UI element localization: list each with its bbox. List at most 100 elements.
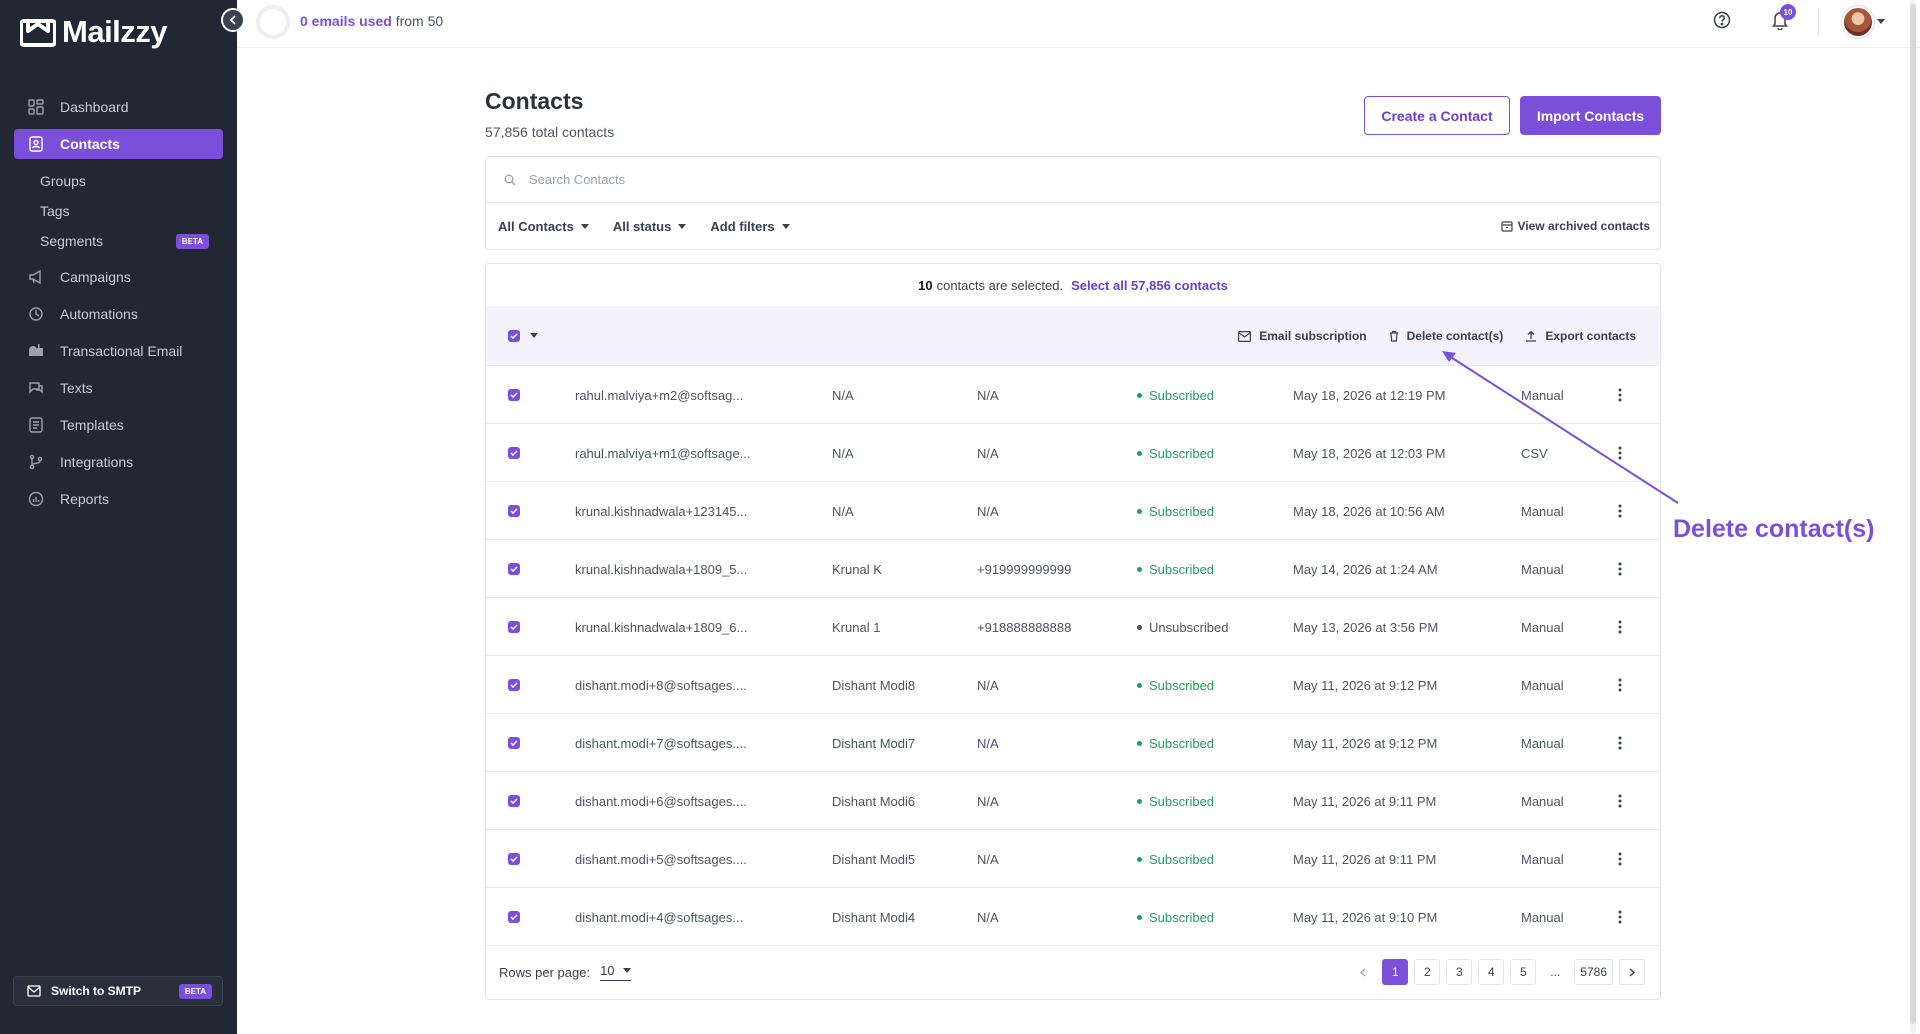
row-checkbox[interactable] <box>508 656 520 714</box>
row-checkbox[interactable] <box>508 482 520 540</box>
table-row[interactable]: dishant.modi+5@softsages.... Dishant Mod… <box>486 830 1660 888</box>
status-label: Subscribed <box>1149 851 1215 867</box>
more-options-icon[interactable] <box>1618 598 1622 656</box>
switch-to-smtp-button[interactable]: Switch to SMTP BETA <box>13 976 223 1006</box>
status-dot <box>1137 450 1142 456</box>
export-contacts-button[interactable]: Export contacts <box>1525 329 1636 343</box>
beta-badge: BETA <box>175 233 209 249</box>
table-row[interactable]: dishant.modi+8@softsages.... Dishant Mod… <box>486 656 1660 714</box>
caret-down-icon[interactable] <box>1877 19 1885 24</box>
scrollbar-thumb[interactable] <box>1910 4 1916 1024</box>
row-checkbox[interactable] <box>508 714 520 772</box>
create-contact-button[interactable]: Create a Contact <box>1364 96 1510 135</box>
contact-source: Manual <box>1521 677 1564 693</box>
search-input[interactable] <box>529 172 929 187</box>
contact-source: Manual <box>1521 387 1564 403</box>
delete-contacts-button[interactable]: Delete contact(s) <box>1389 329 1504 343</box>
table-row[interactable]: dishant.modi+4@softsages... Dishant Modi… <box>486 888 1660 946</box>
avatar[interactable] <box>1842 6 1874 38</box>
page-button[interactable]: 3 <box>1446 959 1473 985</box>
row-checkbox[interactable] <box>508 888 520 946</box>
row-checkbox[interactable] <box>508 830 520 888</box>
check-icon <box>510 914 518 920</box>
sidebar-item-texts[interactable]: Texts <box>14 373 223 403</box>
prev-page-button[interactable] <box>1350 959 1377 985</box>
all-contacts-dropdown[interactable]: All Contacts <box>498 219 589 234</box>
sidebar-item-contacts[interactable]: Contacts <box>14 129 223 159</box>
sidebar-item-segments[interactable]: Segments BETA <box>14 226 223 256</box>
rows-per-page-select[interactable]: 10 <box>600 963 631 981</box>
more-options-icon[interactable] <box>1618 714 1622 772</box>
contact-source: Manual <box>1521 909 1564 925</box>
email-subscription-button[interactable]: Email subscription <box>1238 329 1367 343</box>
add-filters-dropdown[interactable]: Add filters <box>710 219 790 234</box>
more-options-icon[interactable] <box>1618 888 1622 946</box>
page-button[interactable]: 5 <box>1510 959 1537 985</box>
contact-email[interactable]: rahul.malviya+m1@softsage... <box>575 445 751 461</box>
more-options-icon[interactable] <box>1618 656 1622 714</box>
topbar: 0 emails used from 50 10 <box>237 0 1920 48</box>
row-checkbox[interactable] <box>508 772 520 830</box>
sidebar-item-transactional-email[interactable]: Transactional Email <box>14 336 223 366</box>
table-row[interactable]: dishant.modi+7@softsages.... Dishant Mod… <box>486 714 1660 772</box>
contact-email[interactable]: dishant.modi+7@softsages.... <box>575 735 747 751</box>
contact-email[interactable]: krunal.kishnadwala+123145... <box>575 503 748 519</box>
row-checkbox[interactable] <box>508 366 520 424</box>
table-row[interactable]: dishant.modi+6@softsages.... Dishant Mod… <box>486 772 1660 830</box>
more-options-icon[interactable] <box>1618 482 1622 540</box>
sidebar-item-label: Dashboard <box>60 99 129 115</box>
page-button[interactable]: 4 <box>1478 959 1505 985</box>
sidebar-item-automations[interactable]: Automations <box>14 299 223 329</box>
notifications-button[interactable]: 10 <box>1771 4 1796 35</box>
page-button[interactable]: 2 <box>1414 959 1441 985</box>
contact-email[interactable]: dishant.modi+6@softsages.... <box>575 793 747 809</box>
contact-email[interactable]: krunal.kishnadwala+1809_5... <box>575 561 748 577</box>
app-logo[interactable]: Mailzzy <box>20 14 168 50</box>
contact-email[interactable]: dishant.modi+8@softsages.... <box>575 677 747 693</box>
sidebar-item-label: Integrations <box>60 454 134 470</box>
sidebar-item-templates[interactable]: Templates <box>14 410 223 440</box>
table-row[interactable]: rahul.malviya+m1@softsage... N/A N/A Sub… <box>486 424 1660 482</box>
select-all-checkbox[interactable] <box>508 329 520 342</box>
next-page-button[interactable] <box>1619 959 1645 985</box>
table-row[interactable]: krunal.kishnadwala+1809_5... Krunal K +9… <box>486 540 1660 598</box>
sidebar-item-integrations[interactable]: Integrations <box>14 447 223 477</box>
table-row[interactable]: krunal.kishnadwala+123145... N/A N/A Sub… <box>486 482 1660 540</box>
sidebar-item-reports[interactable]: Reports <box>14 484 223 514</box>
status-dropdown[interactable]: All status <box>613 219 687 234</box>
contact-email[interactable]: dishant.modi+5@softsages.... <box>575 851 747 867</box>
sidebar-item-tags[interactable]: Tags <box>14 196 223 226</box>
more-options-icon[interactable] <box>1618 830 1622 888</box>
table-row[interactable]: rahul.malviya+m2@softsag... N/A N/A Subs… <box>486 366 1660 424</box>
row-checkbox[interactable] <box>508 424 520 482</box>
megaphone-icon <box>27 268 45 286</box>
import-contacts-button[interactable]: Import Contacts <box>1520 96 1661 135</box>
help-button[interactable] <box>1713 11 1731 34</box>
page-button[interactable]: 5786 <box>1574 959 1613 985</box>
view-archived-link[interactable]: View archived contacts <box>1501 219 1650 233</box>
page-button[interactable]: 1 <box>1382 959 1409 985</box>
help-icon <box>1713 11 1731 29</box>
sidebar-item-dashboard[interactable]: Dashboard <box>14 92 223 122</box>
mailbox-icon <box>27 342 45 360</box>
table-row[interactable]: krunal.kishnadwala+1809_6... Krunal 1 +9… <box>486 598 1660 656</box>
more-options-icon[interactable] <box>1618 540 1622 598</box>
collapse-sidebar-button[interactable] <box>221 8 245 32</box>
more-options-icon[interactable] <box>1618 366 1622 424</box>
contact-email[interactable]: krunal.kishnadwala+1809_6... <box>575 619 748 635</box>
contact-email[interactable]: dishant.modi+4@softsages... <box>575 909 744 925</box>
status-label: Subscribed <box>1149 503 1215 519</box>
more-options-icon[interactable] <box>1618 424 1622 482</box>
sidebar-item-groups[interactable]: Groups <box>14 166 223 196</box>
select-all-link[interactable]: Select all 57,856 contacts <box>1071 277 1228 293</box>
caret-down-icon[interactable] <box>530 333 538 338</box>
row-checkbox[interactable] <box>508 598 520 656</box>
status-dot <box>1137 624 1142 630</box>
contact-email[interactable]: rahul.malviya+m2@softsag... <box>575 387 744 403</box>
more-options-icon[interactable] <box>1618 772 1622 830</box>
contact-date: May 11, 2026 at 9:10 PM <box>1293 909 1438 925</box>
action-label: Delete contact(s) <box>1406 329 1504 343</box>
contact-phone: N/A <box>977 851 999 867</box>
row-checkbox[interactable] <box>508 540 520 598</box>
sidebar-item-campaigns[interactable]: Campaigns <box>14 262 223 292</box>
